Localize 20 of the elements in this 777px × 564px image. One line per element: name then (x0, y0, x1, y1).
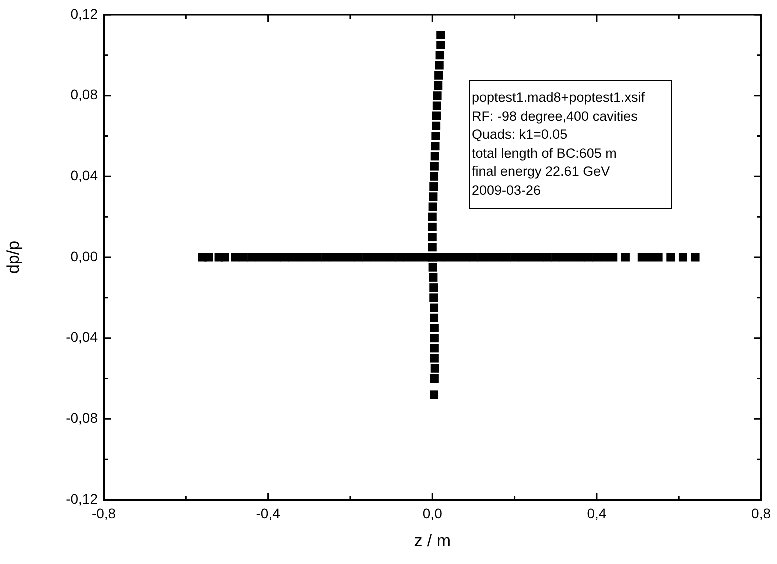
x-axis-title: z / m (414, 531, 452, 550)
y-tick-label: -0,04 (66, 329, 98, 346)
annotation: Quads: k1=0.05 (472, 126, 569, 144)
y-tick-label: -0,12 (66, 490, 98, 507)
x-tick-label: 0,8 (752, 505, 772, 522)
x-tick-label: -0,4 (256, 505, 281, 522)
y-tick-label: 0,04 (70, 168, 98, 184)
x-tick-label: 0,4 (587, 505, 607, 522)
y-tick-label: 0,08 (70, 86, 98, 103)
x-tick-label: -0,8 (92, 505, 116, 522)
annotation: 2009-03-26 (472, 182, 542, 200)
annotation: total length of BC:605 m (472, 144, 618, 163)
y-tick-label: -0,08 (66, 410, 98, 426)
x-tick-label: 0,0 (422, 505, 443, 522)
annotation: final energy 22.61 GeV (472, 163, 612, 181)
annotation: poptest1.mad8+poptest1.xsif (472, 89, 645, 107)
y-axis-title: dp/p (4, 240, 23, 274)
y-tick-label: 0,00 (70, 248, 98, 264)
y-tick-label: 0,12 (70, 6, 98, 22)
annotation: RF: -98 degree,400 cavities (472, 108, 639, 126)
